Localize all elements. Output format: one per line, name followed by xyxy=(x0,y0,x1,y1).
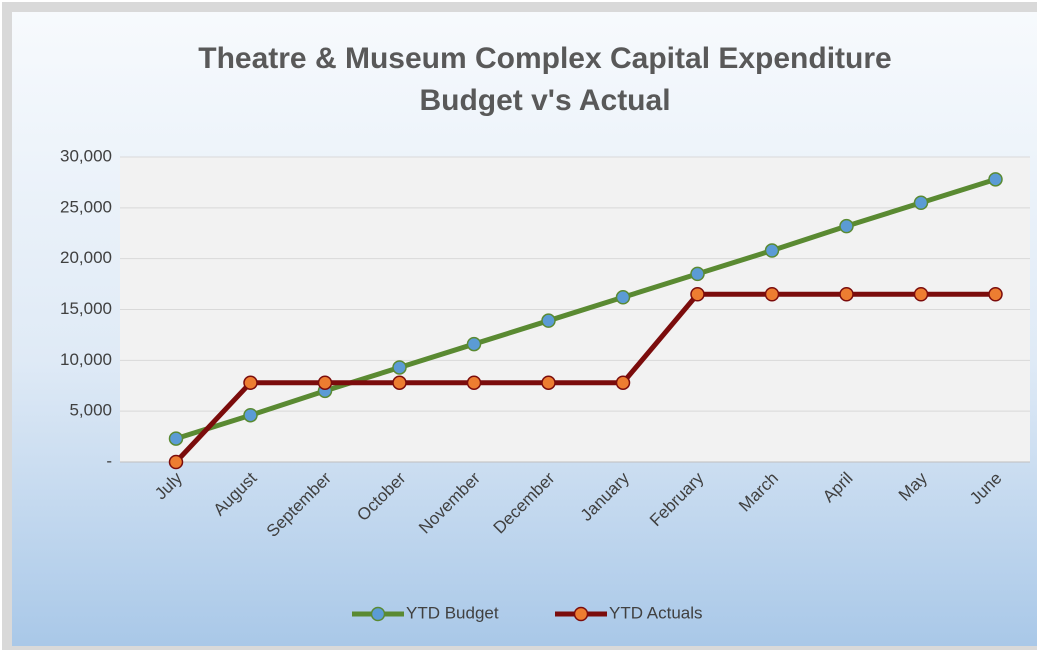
data-point xyxy=(466,336,482,352)
series-line xyxy=(174,291,996,464)
series-line xyxy=(175,176,997,442)
data-point xyxy=(541,313,556,328)
legend-marker xyxy=(573,606,589,622)
chart-title: Theatre & Museum Complex Capital Expendi… xyxy=(198,42,891,75)
data-point xyxy=(690,287,705,302)
data-point xyxy=(392,360,407,375)
data-point xyxy=(615,290,631,305)
legend-label: YTD Actuals xyxy=(609,603,703,622)
y-tick-label: - xyxy=(106,451,112,470)
y-tick-label: 15,000 xyxy=(60,299,112,318)
data-point xyxy=(988,172,1003,187)
y-tick-label: 25,000 xyxy=(60,197,112,216)
data-point xyxy=(839,287,854,302)
data-point xyxy=(764,243,780,258)
data-point xyxy=(317,375,333,390)
y-tick-label: 10,000 xyxy=(60,350,112,369)
data-point xyxy=(913,287,929,302)
y-tick-label: 30,000 xyxy=(60,146,112,165)
chart-title: Budget v's Actual xyxy=(419,84,670,117)
y-tick-label: 5,000 xyxy=(69,401,112,420)
data-point xyxy=(541,375,556,390)
data-point xyxy=(615,375,631,390)
data-point xyxy=(988,287,1003,302)
data-point xyxy=(913,195,929,210)
data-point xyxy=(764,287,780,302)
y-tick-label: 20,000 xyxy=(60,248,112,267)
legend-marker xyxy=(370,606,386,622)
data-point xyxy=(392,375,407,390)
legend-label: YTD Budget xyxy=(406,603,499,622)
data-point xyxy=(168,454,184,470)
data-point xyxy=(168,431,184,446)
data-point xyxy=(690,266,705,282)
data-point xyxy=(243,375,258,390)
data-point xyxy=(243,407,258,423)
data-point xyxy=(466,375,482,390)
data-point xyxy=(839,218,854,234)
